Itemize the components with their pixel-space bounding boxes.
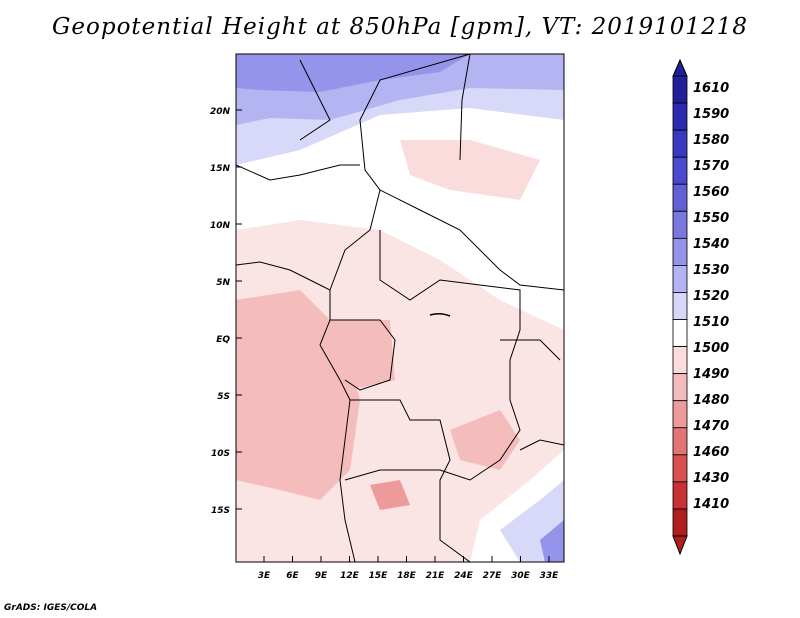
- map-fill: [236, 54, 564, 562]
- colorbar-level-label: 1480: [693, 393, 729, 408]
- colorbar-level-label: 1500: [693, 341, 729, 356]
- map-frame: [235, 53, 565, 563]
- colorbar-level-label: 1570: [693, 159, 729, 174]
- colorbar-swatch: [672, 319, 688, 347]
- lat-label: 5N: [216, 278, 230, 288]
- lat-label: 15S: [211, 506, 230, 516]
- colorbar-level-label: 1430: [693, 471, 729, 486]
- lat-label: 15N: [210, 164, 231, 174]
- colorbar-level-label: 1540: [693, 237, 729, 252]
- colorbar-level-label: 1510: [693, 315, 729, 330]
- colorbar-swatch: [672, 265, 688, 293]
- colorbar-swatch: [672, 129, 688, 158]
- colorbar-swatch: [672, 102, 688, 131]
- colorbar-swatch: [672, 75, 688, 104]
- lon-label: 9E: [315, 571, 328, 581]
- colorbar-swatch: [672, 454, 688, 483]
- colorbar-swatch: [672, 292, 688, 320]
- lon-label: 30E: [511, 571, 531, 581]
- footer-credit: GrADS: IGES/COLA: [4, 603, 98, 613]
- lat-label: 20N: [210, 107, 231, 117]
- longitude-axis: 3E 6E 9E 12E 15E 18E 21E 24E 27E 30E 33E: [258, 556, 559, 581]
- colorbar-swatch: [672, 508, 688, 537]
- colorbar-level-label: 1580: [693, 133, 729, 148]
- colorbar-swatch: [672, 427, 688, 456]
- colorbar-swatch: [672, 156, 688, 185]
- lon-label: 27E: [483, 571, 503, 581]
- colorbar-level-label: 1550: [693, 211, 729, 226]
- colorbar-level-label: 1410: [693, 497, 729, 512]
- colorbar-level-label: 1520: [693, 289, 729, 304]
- lat-label: 10S: [211, 449, 230, 459]
- colorbar-swatch: [672, 183, 688, 212]
- lon-label: 33E: [540, 571, 560, 581]
- colorbar-swatch: [672, 400, 688, 429]
- colorbar-swatch: [672, 346, 688, 375]
- colorbar-level-label: 1470: [693, 419, 729, 434]
- lat-label: 10N: [210, 221, 231, 231]
- lon-label: 6E: [286, 571, 299, 581]
- colorbar-swatch: [672, 237, 688, 266]
- latitude-axis: 20N 15N 10N 5N EQ 5S 10S 15S: [210, 107, 242, 516]
- colorbar-swatch: [672, 210, 688, 239]
- lon-label: 21E: [426, 571, 446, 581]
- colorbar-level-label: 1560: [693, 185, 729, 200]
- lon-label: 18E: [397, 571, 417, 581]
- colorbar-swatch: [672, 373, 688, 402]
- colorbar-level-label: 1530: [693, 263, 729, 278]
- lon-label: 12E: [340, 571, 360, 581]
- colorbar-level-label: 1590: [693, 107, 729, 122]
- lon-label: 3E: [258, 571, 271, 581]
- colorbar-level-label: 1460: [693, 445, 729, 460]
- colorbar-swatch: [672, 481, 688, 510]
- lon-label: 15E: [369, 571, 389, 581]
- colorbar-level-label: 1490: [693, 367, 729, 382]
- map-title: Geopotential Height at 850hPa [gpm], VT:…: [52, 14, 748, 40]
- lon-label: 24E: [454, 571, 474, 581]
- colorbar-bottom-arrow: [672, 535, 688, 556]
- colorbar-top-arrow: [672, 58, 688, 77]
- lat-label: 5S: [217, 392, 230, 402]
- colorbar: 1610 1590 1580 1570 1560 1550 1540 1530 1520 1510…: [672, 58, 729, 556]
- lat-label: EQ: [216, 335, 230, 345]
- colorbar-level-label: 1610: [693, 81, 729, 96]
